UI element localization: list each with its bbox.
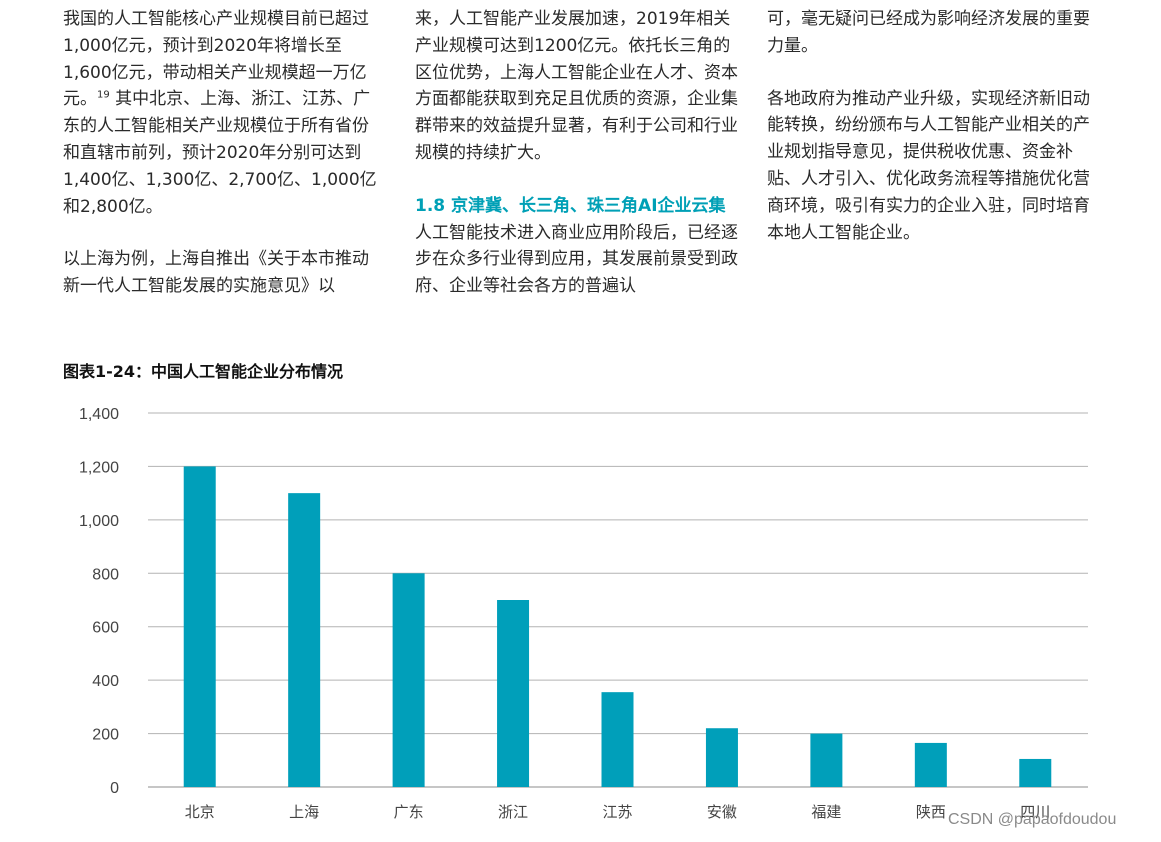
- x-tick-label: 福建: [811, 803, 841, 821]
- paragraph: 来，人工智能产业发展加速，2019年相关产业规模可达到1200亿元。依托长三角的…: [415, 9, 738, 163]
- paragraph-text: 其中北京、上海、浙江、江苏、广东的人工智能相关产业规模位于所有省份和直辖市前列，…: [63, 89, 377, 217]
- bar-福建: [810, 733, 843, 787]
- text-column-3: 可，毫无疑问已经成为影响经济发展的重要力量。 各地政府为推动产业升级，实现经济新…: [767, 6, 1097, 246]
- x-tick-label: 上海: [289, 803, 319, 821]
- x-tick-label: 浙江: [498, 803, 528, 821]
- paragraph: 我国的人工智能核心产业规模目前已超过1,000亿元，预计到2020年将增长至1,…: [63, 6, 383, 220]
- x-tick-label: 四川: [1020, 803, 1050, 821]
- x-tick-label: 安徽: [707, 803, 737, 821]
- bars: [183, 466, 1052, 787]
- y-tick-label: 600: [92, 620, 119, 637]
- bar-江苏: [601, 692, 634, 787]
- bar-chart: 0 200 400 600 800 1,000 1,200 1,400 北京 上海 广东 浙江 江苏 安…: [79, 406, 1088, 821]
- y-tick-label: 1,400: [79, 406, 119, 423]
- text-column-1: 我国的人工智能核心产业规模目前已超过1,000亿元，预计到2020年将增长至1,…: [63, 6, 383, 300]
- y-tick-label: 200: [92, 727, 119, 744]
- y-tick-label: 0: [110, 780, 119, 797]
- bar-浙江: [497, 600, 530, 787]
- paragraph: 可，毫无疑问已经成为影响经济发展的重要力量。: [767, 9, 1090, 56]
- section-heading: 1.8 京津冀、长三角、珠三角AI企业云集: [415, 195, 726, 216]
- y-axis-ticks: 0 200 400 600 800 1,000 1,200 1,400: [79, 406, 119, 797]
- x-tick-label: 广东: [394, 803, 424, 821]
- y-tick-label: 400: [92, 673, 119, 690]
- x-tick-label: 江苏: [602, 803, 632, 821]
- paragraph-text: 我国的人工智能核心产业规模目前已超过1,000亿元，预计到2020年将增长至1,…: [63, 9, 369, 110]
- paragraph: 人工智能技术进入商业应用阶段后，已经逐步在众多行业得到应用，其发展前景受到政府、…: [415, 222, 738, 297]
- bar-上海: [288, 493, 321, 787]
- x-axis-ticks: 北京 上海 广东 浙江 江苏 安徽 福建 陕西 四川: [185, 803, 1051, 821]
- bar-广东: [392, 573, 425, 787]
- watermark: CSDN @papaofdoudou: [948, 811, 1117, 828]
- chart-title: 图表1-24：中国人工智能企业分布情况: [63, 362, 344, 381]
- y-tick-label: 1,000: [79, 513, 119, 530]
- bar-陕西: [914, 742, 947, 787]
- x-tick-label: 陕西: [916, 803, 946, 821]
- paragraph: 以上海为例，上海自推出《关于本市推动新一代人工智能发展的实施意见》以: [63, 249, 369, 297]
- y-tick-label: 1,200: [79, 459, 119, 476]
- bar-四川: [1019, 758, 1052, 787]
- bar-北京: [183, 466, 216, 787]
- x-tick-label: 北京: [185, 803, 215, 821]
- text-column-2: 来，人工智能产业发展加速，2019年相关产业规模可达到1200亿元。依托长三角的…: [415, 6, 745, 300]
- bar-安徽: [705, 728, 738, 787]
- y-tick-label: 800: [92, 566, 119, 583]
- footnote-ref[interactable]: 19: [97, 89, 110, 101]
- paragraph: 各地政府为推动产业升级，实现经济新旧动能转换，纷纷颁布与人工智能产业相关的产业规…: [767, 88, 1090, 243]
